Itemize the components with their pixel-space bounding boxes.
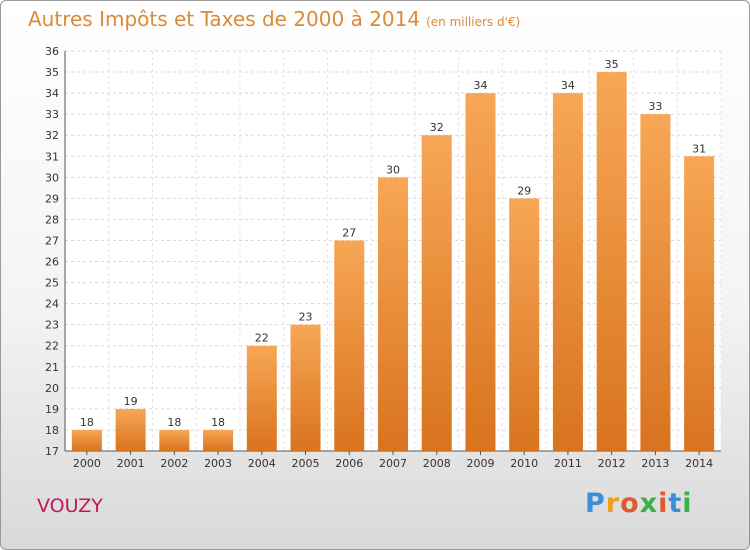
x-tick-label: 2005 <box>292 457 320 470</box>
value-label: 32 <box>430 121 444 134</box>
logo-letter: x <box>639 488 659 519</box>
x-tick-label: 2010 <box>510 457 538 470</box>
x-tick-label: 2004 <box>248 457 276 470</box>
x-tick-label: 2007 <box>379 457 407 470</box>
bar-2010 <box>509 198 540 451</box>
y-tick-label: 18 <box>45 424 59 437</box>
y-tick-label: 21 <box>45 361 59 374</box>
x-tick-label: 2001 <box>117 457 145 470</box>
value-label: 19 <box>124 395 138 408</box>
x-tick-label: 2008 <box>423 457 451 470</box>
x-tick-label: 2011 <box>554 457 582 470</box>
value-label: 33 <box>648 100 662 113</box>
bar-2011 <box>552 93 583 452</box>
y-tick-label: 17 <box>45 445 59 458</box>
place-name: VOUZY <box>37 495 103 517</box>
value-label: 30 <box>386 163 400 176</box>
y-tick-label: 36 <box>45 45 59 58</box>
x-tick-label: 2014 <box>685 457 713 470</box>
y-tick-label: 29 <box>45 192 59 205</box>
value-label: 34 <box>473 79 487 92</box>
y-tick-label: 32 <box>45 129 59 142</box>
bar-2000 <box>71 429 102 451</box>
y-tick-label: 33 <box>45 108 59 121</box>
y-tick-label: 19 <box>45 403 59 416</box>
x-tick-label: 2006 <box>335 457 363 470</box>
y-tick-label: 31 <box>45 150 59 163</box>
y-tick-label: 27 <box>45 234 59 247</box>
bar-2003 <box>203 429 234 451</box>
logo-letter: o <box>620 488 640 519</box>
y-tick-label: 28 <box>45 213 59 226</box>
bar-2005 <box>290 324 321 451</box>
y-tick-label: 20 <box>45 382 59 395</box>
proxiti-logo[interactable]: Proxiti <box>585 488 693 519</box>
value-label: 18 <box>80 416 94 429</box>
bar-2013 <box>640 114 671 451</box>
x-tick-label: 2013 <box>641 457 669 470</box>
y-tick-label: 26 <box>45 256 59 269</box>
x-tick-label: 2009 <box>466 457 494 470</box>
logo-letter: t <box>668 488 683 519</box>
bar-2002 <box>159 429 190 451</box>
bar-2004 <box>246 345 277 451</box>
bar-2007 <box>378 177 408 451</box>
chart-subtitle: (en milliers d'€) <box>426 15 521 29</box>
value-label: 29 <box>517 184 531 197</box>
bar-2012 <box>596 72 627 451</box>
x-tick-label: 2003 <box>204 457 232 470</box>
logo-letter: i <box>658 488 669 519</box>
x-tick-label: 2012 <box>598 457 626 470</box>
value-label: 35 <box>605 58 619 71</box>
logo-letter: i <box>682 488 693 519</box>
value-label: 22 <box>255 332 269 345</box>
value-label: 27 <box>342 226 356 239</box>
value-label: 18 <box>167 416 181 429</box>
logo-letter: P <box>585 488 606 519</box>
bar-2008 <box>421 135 452 452</box>
value-label: 23 <box>299 311 313 324</box>
x-tick-label: 2000 <box>73 457 101 470</box>
y-tick-label: 23 <box>45 319 59 332</box>
value-label: 34 <box>561 79 575 92</box>
logo-letter: r <box>605 488 621 519</box>
y-tick-label: 22 <box>45 340 59 353</box>
value-label: 18 <box>211 416 225 429</box>
bar-2009 <box>465 93 496 452</box>
y-tick-label: 24 <box>45 298 59 311</box>
y-tick-label: 34 <box>45 87 59 100</box>
bar-2001 <box>115 408 146 451</box>
value-label: 31 <box>692 142 706 155</box>
chart-title: Autres Impôts et Taxes de 2000 à 2014 (en… <box>28 7 521 31</box>
x-tick-label: 2002 <box>160 457 188 470</box>
y-tick-label: 30 <box>45 171 59 184</box>
bar-2006 <box>334 240 365 451</box>
y-tick-label: 25 <box>45 277 59 290</box>
y-tick-label: 35 <box>45 66 59 79</box>
bar-2014 <box>684 156 715 451</box>
